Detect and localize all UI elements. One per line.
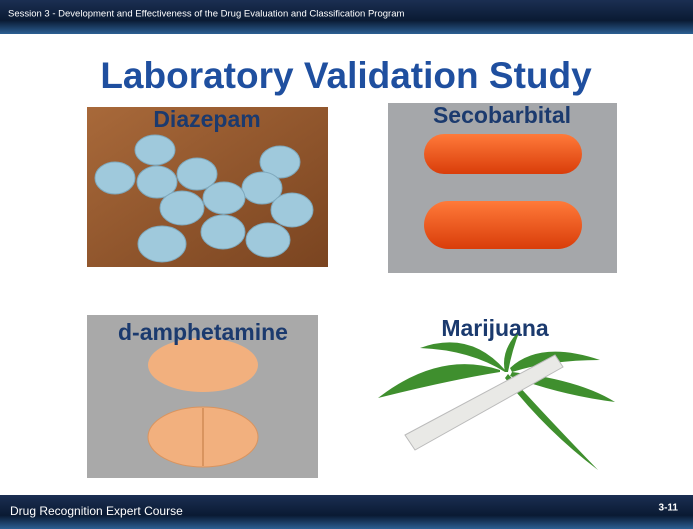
panel-label: d-amphetamine — [118, 319, 288, 345]
slide-title: Laboratory Validation Study — [100, 55, 592, 96]
panel-label: Secobarbital — [433, 102, 571, 128]
tablet — [148, 338, 258, 392]
panel-label: Marijuana — [441, 315, 549, 341]
slide: Session 3 - Development and Effectivenes… — [0, 0, 693, 529]
capsule — [424, 134, 582, 174]
panel-label: Diazepam — [153, 106, 260, 132]
page-number: 3-11 — [659, 503, 679, 514]
session-title: Session 3 - Development and Effectivenes… — [8, 9, 404, 20]
slide-canvas: Session 3 - Development and Effectivenes… — [0, 0, 693, 529]
capsule — [424, 201, 582, 249]
course-name: Drug Recognition Expert Course — [10, 504, 183, 518]
